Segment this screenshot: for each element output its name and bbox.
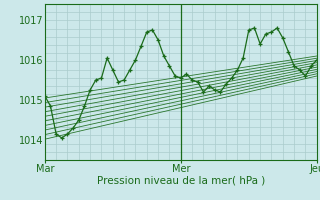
X-axis label: Pression niveau de la mer( hPa ): Pression niveau de la mer( hPa ) (97, 176, 265, 186)
